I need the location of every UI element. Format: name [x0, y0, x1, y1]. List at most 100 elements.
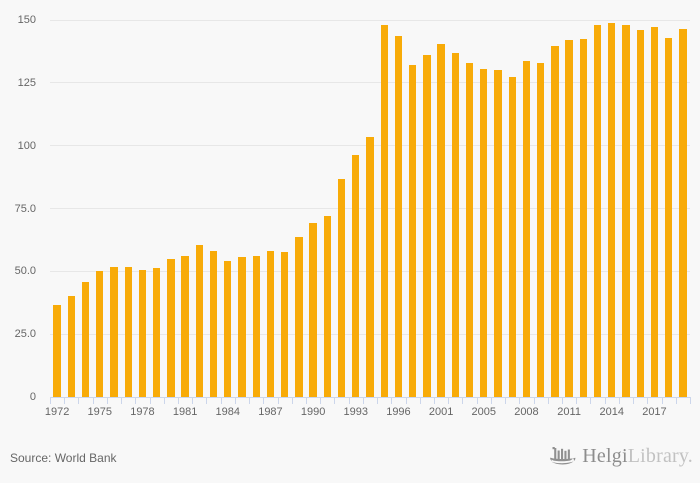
x-axis-tick	[263, 398, 265, 404]
x-axis-tick	[50, 398, 51, 404]
bar[interactable]	[451, 53, 460, 397]
bar[interactable]	[266, 250, 275, 397]
bar[interactable]	[522, 60, 531, 397]
x-axis-tick-label: 2014	[599, 406, 625, 418]
bar[interactable]	[593, 24, 602, 397]
bar[interactable]	[96, 270, 104, 397]
source-label: Source: World Bank	[10, 451, 117, 465]
x-axis-tick	[590, 398, 592, 404]
y-axis-tick-label: 50.0	[14, 265, 36, 278]
x-axis-tick-label: 1975	[87, 406, 113, 418]
x-axis-tick	[220, 398, 222, 404]
x-axis-tick	[618, 398, 620, 404]
x-axis-tick	[106, 398, 108, 404]
bar[interactable]	[664, 37, 673, 397]
bar[interactable]	[565, 39, 573, 397]
x-axis-tick	[675, 398, 677, 404]
bar[interactable]	[209, 251, 218, 397]
x-axis-tick	[149, 398, 151, 404]
bar[interactable]	[280, 251, 289, 397]
x-axis-tick	[306, 398, 307, 404]
y-axis-tick-label: 75.0	[14, 202, 36, 215]
x-axis-tick	[533, 398, 535, 404]
x-axis-tick	[562, 398, 563, 404]
bar[interactable]	[636, 29, 644, 397]
x-axis-tick	[647, 398, 649, 404]
bar[interactable]	[423, 55, 431, 397]
bar[interactable]	[124, 266, 132, 397]
x-axis-tick	[490, 398, 492, 404]
bar[interactable]	[508, 77, 516, 397]
bar[interactable]	[551, 45, 559, 397]
bar[interactable]	[536, 63, 545, 397]
logo-text-library: Library.	[627, 445, 693, 467]
bar[interactable]	[337, 179, 346, 397]
x-axis-tick-label: 2017	[642, 406, 667, 418]
bar[interactable]	[138, 270, 147, 397]
y-axis-tick-label: 25.0	[14, 328, 36, 341]
x-axis-tick	[121, 398, 123, 404]
bar[interactable]	[622, 25, 630, 397]
bar[interactable]	[437, 44, 445, 397]
x-axis-tick	[476, 398, 478, 404]
bar[interactable]	[366, 136, 374, 397]
bar[interactable]	[679, 29, 687, 397]
bar[interactable]	[380, 24, 388, 397]
x-axis-tick	[92, 398, 94, 404]
x-axis-tick	[277, 398, 279, 404]
x-axis-tick	[348, 398, 350, 404]
bar[interactable]	[394, 35, 403, 397]
x-axis-tick	[690, 398, 691, 404]
x-axis-tick	[362, 398, 364, 404]
x-axis-tick-label: 2008	[514, 406, 539, 418]
bar[interactable]	[323, 216, 332, 397]
bar[interactable]	[295, 237, 303, 397]
logo-text-helgi: Helgi	[582, 445, 628, 467]
bar[interactable]	[238, 257, 246, 397]
y-axis-tick-label: 100	[17, 139, 36, 152]
bar[interactable]	[465, 62, 474, 397]
helgilibrary-logo[interactable]: HelgiLibrary.	[550, 444, 693, 469]
x-axis-tick-label: 1990	[300, 406, 326, 418]
x-axis-tick-label: 2005	[471, 406, 497, 418]
bar[interactable]	[408, 64, 417, 397]
bar[interactable]	[152, 267, 161, 397]
x-axis-tick	[405, 398, 407, 404]
x-axis-tick	[661, 398, 663, 404]
bar[interactable]	[650, 27, 659, 397]
x-axis-tick	[135, 398, 137, 404]
x-axis-tick	[547, 398, 549, 404]
bar[interactable]	[252, 256, 260, 397]
bar[interactable]	[494, 69, 502, 397]
x-axis-tick	[234, 398, 236, 404]
bar[interactable]	[53, 305, 61, 397]
x-axis-tick	[78, 398, 80, 404]
x-axis-line	[50, 397, 691, 398]
x-axis-tick-label: 1996	[386, 406, 411, 418]
x-axis-tick	[519, 398, 521, 404]
x-axis-tick	[178, 398, 179, 404]
bar[interactable]	[309, 222, 317, 397]
x-axis-tick	[576, 398, 578, 404]
bar[interactable]	[352, 154, 360, 397]
x-axis-tick	[505, 398, 507, 404]
bar[interactable]	[608, 23, 616, 397]
x-axis-tick	[604, 398, 606, 404]
bar[interactable]	[224, 260, 232, 397]
bar[interactable]	[167, 259, 175, 397]
x-axis-tick	[206, 398, 208, 404]
bar[interactable]	[110, 267, 118, 397]
bar[interactable]	[579, 38, 588, 397]
y-axis-tick-label: 125	[17, 76, 36, 89]
x-axis-tick-label: 1981	[172, 406, 198, 418]
x-axis-tick-label: 1987	[258, 406, 283, 418]
x-axis-tick	[320, 398, 322, 404]
bar[interactable]	[67, 295, 76, 397]
bar[interactable]	[81, 281, 90, 397]
bar[interactable]	[195, 245, 204, 397]
bar[interactable]	[181, 255, 189, 397]
bar[interactable]	[480, 69, 488, 397]
x-axis-tick	[448, 398, 450, 404]
x-axis-tick	[192, 398, 194, 404]
